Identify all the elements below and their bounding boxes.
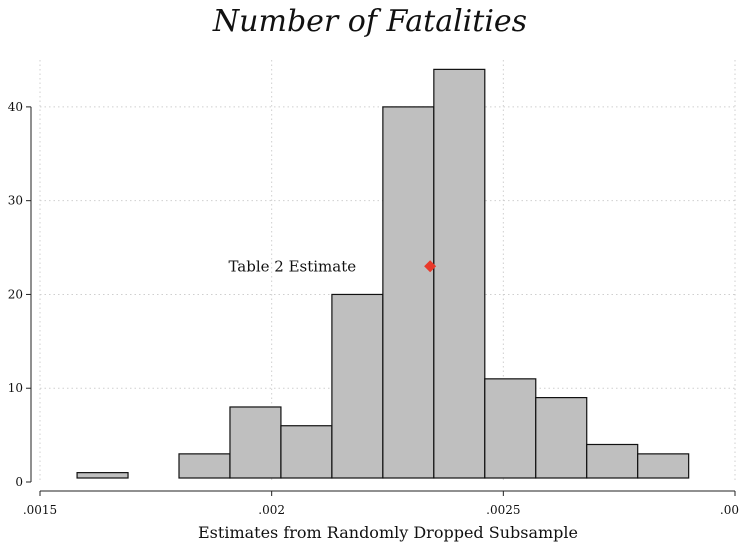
bar-10 bbox=[637, 453, 690, 479]
x-tick-label-1: .002 bbox=[258, 503, 285, 517]
bar-8 bbox=[535, 397, 588, 479]
x-axis-label: Estimates from Randomly Dropped Subsampl… bbox=[198, 523, 578, 542]
y-tick-label-2: 20 bbox=[8, 287, 23, 301]
annotation-marker bbox=[424, 260, 437, 273]
x-tick-label-2: .0025 bbox=[486, 503, 520, 517]
x-tick-label-0: .0015 bbox=[23, 503, 57, 517]
bar-5 bbox=[382, 106, 435, 479]
chart-title: Number of Fatalities bbox=[212, 4, 527, 39]
annotation-label: Table 2 Estimate bbox=[228, 257, 356, 275]
bar-7 bbox=[484, 378, 537, 479]
bar-4 bbox=[331, 293, 384, 479]
bar-0 bbox=[76, 472, 129, 479]
y-tick-label-3: 30 bbox=[8, 194, 23, 208]
x-axis-ticks: .0015 .002 .0025 .00 bbox=[23, 491, 739, 517]
y-tick-label-1: 10 bbox=[8, 381, 23, 395]
annotation: Table 2 Estimate bbox=[228, 257, 437, 275]
bar-2 bbox=[229, 406, 282, 479]
y-axis-ticks: 0 10 20 30 40 bbox=[8, 100, 31, 489]
bar-6 bbox=[433, 68, 486, 479]
bar-9 bbox=[586, 443, 639, 479]
bar-1 bbox=[178, 453, 231, 479]
bar-3 bbox=[280, 425, 333, 479]
y-tick-label-4: 40 bbox=[8, 100, 23, 114]
bars bbox=[76, 68, 690, 479]
y-tick-label-0: 0 bbox=[15, 475, 23, 489]
x-tick-label-3: .00 bbox=[720, 503, 739, 517]
